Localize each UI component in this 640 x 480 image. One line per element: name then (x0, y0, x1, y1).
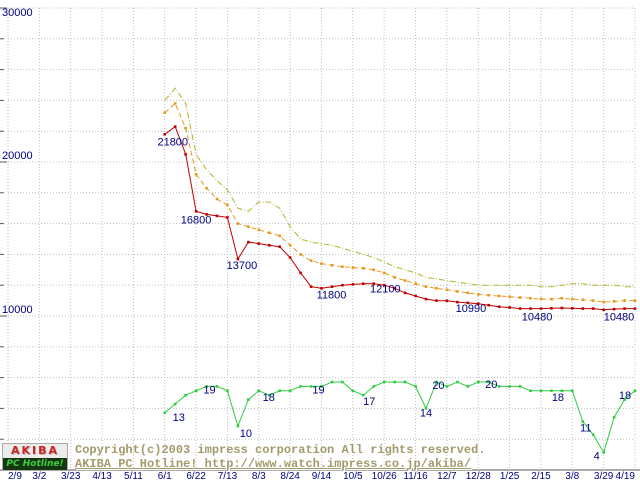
svg-text:10: 10 (240, 428, 252, 440)
svg-text:7/13: 7/13 (218, 471, 238, 480)
svg-text:14: 14 (420, 407, 432, 419)
svg-text:8/24: 8/24 (280, 471, 300, 480)
svg-text:30000: 30000 (2, 7, 33, 19)
svg-text:2/9: 2/9 (8, 471, 22, 480)
copyright-block: Copyright(c)2003 impress corporation All… (75, 443, 485, 471)
svg-text:5/11: 5/11 (124, 471, 143, 480)
svg-text:10480: 10480 (522, 312, 553, 324)
svg-text:10990: 10990 (456, 303, 487, 315)
svg-text:11: 11 (580, 423, 591, 435)
svg-text:20: 20 (485, 379, 497, 391)
svg-text:11800: 11800 (317, 289, 347, 301)
svg-text:17: 17 (363, 396, 375, 408)
svg-text:6/22: 6/22 (186, 471, 206, 480)
svg-text:10000: 10000 (2, 304, 33, 316)
svg-text:3/2: 3/2 (32, 471, 46, 480)
svg-text:3/29: 3/29 (594, 471, 614, 480)
site-url-text: AKIBA PC Hotline! http://www.watch.impre… (75, 457, 472, 471)
svg-text:10/26: 10/26 (372, 471, 397, 480)
svg-text:1/25: 1/25 (500, 471, 520, 480)
svg-text:21800: 21800 (157, 136, 188, 148)
svg-text:19: 19 (312, 384, 324, 396)
svg-text:3/8: 3/8 (565, 471, 579, 480)
svg-text:18: 18 (552, 392, 564, 404)
svg-text:10/5: 10/5 (343, 471, 363, 480)
svg-text:20: 20 (432, 380, 444, 392)
svg-text:6/1: 6/1 (158, 471, 172, 480)
svg-text:11/16: 11/16 (403, 471, 428, 480)
svg-text:4: 4 (594, 450, 600, 462)
logo-akiba-text: AKIBA (3, 444, 67, 458)
svg-text:18: 18 (619, 390, 631, 402)
svg-text:12100: 12100 (370, 284, 401, 296)
svg-text:4/13: 4/13 (92, 471, 112, 480)
svg-text:9/14: 9/14 (312, 471, 332, 480)
svg-text:3/23: 3/23 (61, 471, 81, 480)
svg-text:18: 18 (263, 392, 275, 404)
svg-text:13700: 13700 (227, 260, 258, 272)
svg-text:12/28: 12/28 (466, 471, 491, 480)
svg-text:8/3: 8/3 (252, 471, 266, 480)
logo-pc-hotline-text: PC Hotline! (3, 458, 67, 470)
svg-text:19: 19 (203, 384, 215, 396)
svg-text:10480: 10480 (604, 312, 635, 324)
svg-text:2/15: 2/15 (531, 471, 551, 480)
svg-text:16800: 16800 (181, 214, 212, 226)
svg-text:4/19: 4/19 (616, 471, 636, 480)
copyright-text: Copyright(c)2003 impress corporation All… (75, 443, 486, 457)
svg-text:13: 13 (173, 412, 185, 424)
svg-text:12/7: 12/7 (437, 471, 457, 480)
footer: AKIBA PC Hotline! Copyright(c)2003 impre… (2, 443, 485, 471)
akiba-pc-hotline-logo[interactable]: AKIBA PC Hotline! (2, 443, 68, 471)
svg-text:20000: 20000 (2, 150, 33, 162)
